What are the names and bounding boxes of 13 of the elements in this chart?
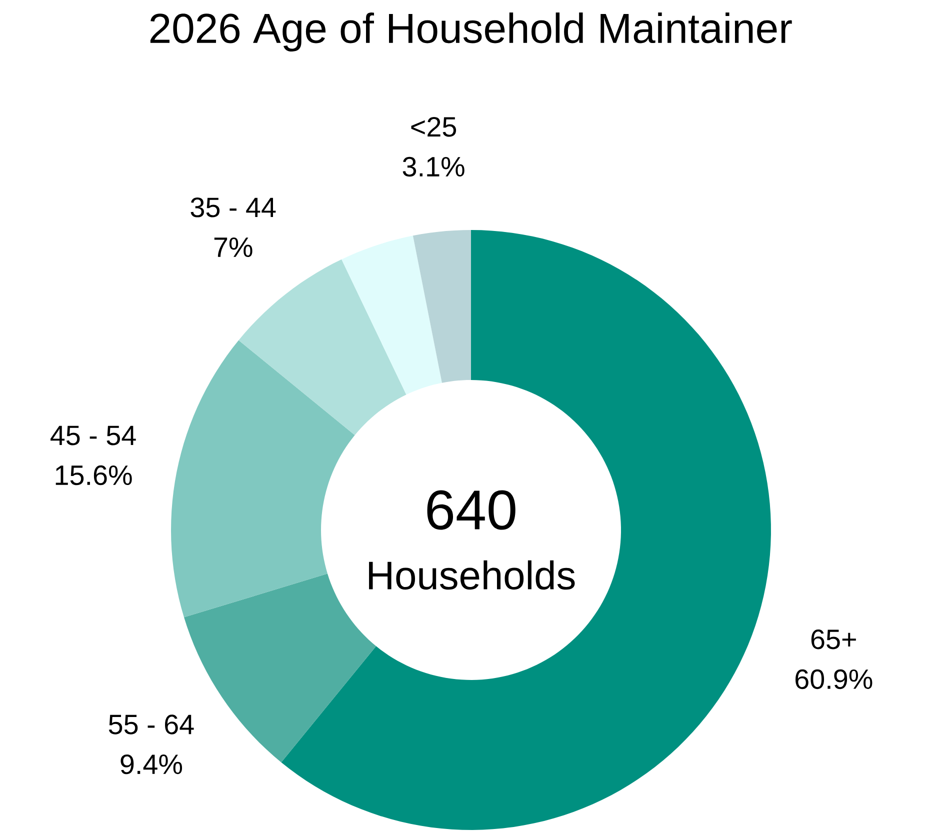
text: 640 bbox=[427, 490, 516, 530]
data-label: 60.9% bbox=[796, 669, 872, 690]
slice-label: <25 bbox=[411, 117, 456, 137]
data-label: 15.6% bbox=[56, 465, 132, 486]
data-label: 3.1% bbox=[402, 156, 464, 177]
data-label: 9.4% bbox=[120, 754, 182, 774]
slice-label: 45 - 54 bbox=[50, 426, 136, 446]
slice-label: 65+ bbox=[811, 629, 856, 650]
data-label: 7% bbox=[214, 237, 252, 258]
slice-label: 35 - 44 bbox=[190, 198, 276, 218]
slice-label: 55 - 64 bbox=[108, 714, 194, 734]
text: Households bbox=[369, 560, 575, 590]
chart-title: 2026 Age of Household Maintainer bbox=[150, 12, 792, 52]
